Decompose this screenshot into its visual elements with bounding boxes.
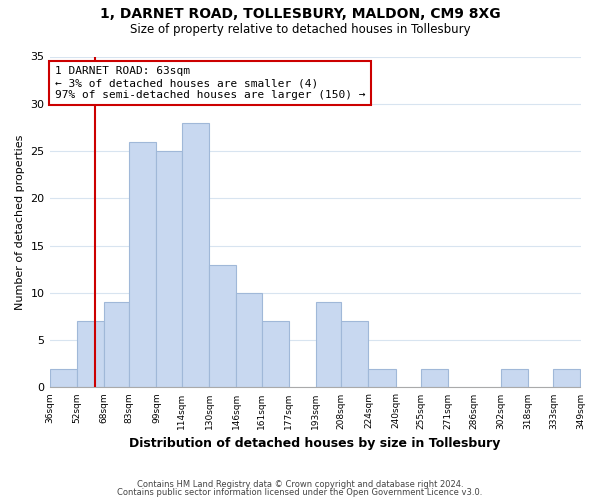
Bar xyxy=(501,368,528,388)
Text: Contains HM Land Registry data © Crown copyright and database right 2024.: Contains HM Land Registry data © Crown c… xyxy=(137,480,463,489)
Text: Contains public sector information licensed under the Open Government Licence v3: Contains public sector information licen… xyxy=(118,488,482,497)
Bar xyxy=(129,142,157,388)
Bar xyxy=(77,321,104,388)
Text: Size of property relative to detached houses in Tollesbury: Size of property relative to detached ho… xyxy=(130,22,470,36)
Bar xyxy=(50,368,77,388)
Bar xyxy=(104,302,129,388)
Text: 1 DARNET ROAD: 63sqm
← 3% of detached houses are smaller (4)
97% of semi-detache: 1 DARNET ROAD: 63sqm ← 3% of detached ho… xyxy=(55,66,365,100)
Y-axis label: Number of detached properties: Number of detached properties xyxy=(15,134,25,310)
Text: 1, DARNET ROAD, TOLLESBURY, MALDON, CM9 8XG: 1, DARNET ROAD, TOLLESBURY, MALDON, CM9 … xyxy=(100,8,500,22)
Bar xyxy=(368,368,395,388)
Bar xyxy=(236,293,262,388)
Bar xyxy=(316,302,341,388)
Bar xyxy=(182,122,209,388)
Bar xyxy=(262,321,289,388)
Bar xyxy=(421,368,448,388)
X-axis label: Distribution of detached houses by size in Tollesbury: Distribution of detached houses by size … xyxy=(130,437,501,450)
Bar xyxy=(157,151,182,388)
Bar xyxy=(553,368,580,388)
Bar xyxy=(341,321,368,388)
Bar xyxy=(209,264,236,388)
